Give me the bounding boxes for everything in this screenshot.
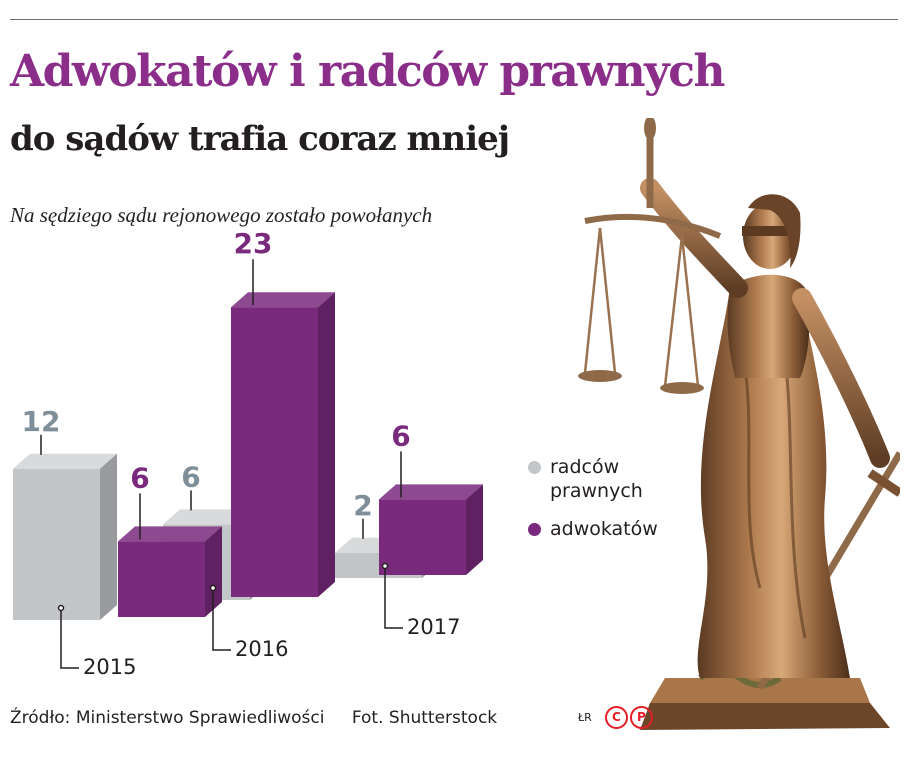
- year-leader-2017: [384, 568, 403, 629]
- legend-label-adwokaci: adwokatów: [550, 518, 658, 540]
- value-label-radcy-2015: 12: [22, 405, 61, 438]
- value-label-radcy-2017: 2: [353, 489, 372, 522]
- x-tick-label-2016: 2016: [235, 637, 288, 661]
- page-title: Adwokatów i radców prawnych: [10, 46, 726, 97]
- value-label-radcy-2016: 6: [181, 460, 200, 493]
- bar-top-adwokaci-2015: [118, 526, 222, 542]
- legend-item-adwokaci: adwokatów: [528, 517, 698, 541]
- chart-title: Na sędziego sądu rejonowego zostało powo…: [10, 203, 433, 227]
- bar-adwokaci-2015: [118, 541, 205, 617]
- legend-item-radcy: radców prawnych: [528, 455, 698, 503]
- legend-label-radcy: radców prawnych: [550, 456, 643, 502]
- photo-credit: Fot. Shutterstock: [351, 708, 498, 728]
- value-label-adwokaci-2017: 6: [391, 419, 410, 452]
- bar-top-adwokaci-2016: [231, 292, 335, 308]
- year-leader-2015: [60, 610, 79, 669]
- year-dot-2015: [57, 604, 65, 612]
- year-dot-2017: [381, 562, 389, 570]
- brand-c-logo: C: [604, 706, 628, 729]
- top-rule: [10, 19, 898, 20]
- footer: Źródło: Ministerstwo Sprawiedliwości Fot…: [10, 708, 497, 728]
- author-initials: ŁR: [578, 711, 592, 724]
- bar-top-adwokaci-2017: [379, 484, 483, 500]
- legend-swatch-radcy: [528, 461, 541, 474]
- bar-adwokaci-2017: [379, 499, 466, 575]
- bar-side-adwokaci-2017: [466, 484, 483, 575]
- value-label-adwokaci-2016: 23: [234, 230, 273, 260]
- year-dot-2016: [209, 584, 217, 592]
- brand-p-logo: P: [629, 706, 653, 729]
- bar-adwokaci-2016: [231, 307, 318, 597]
- year-leader-2016: [212, 590, 231, 651]
- bar-side-adwokaci-2015: [205, 526, 222, 617]
- x-tick-label-2015: 2015: [83, 655, 136, 679]
- x-tick-label-2017: 2017: [407, 615, 460, 639]
- bar-radcy-2015: [13, 468, 100, 620]
- legend-swatch-adwokaci: [528, 523, 541, 536]
- bar-top-radcy-2015: [13, 453, 117, 469]
- source-note: Źródło: Ministerstwo Sprawiedliwości: [10, 708, 325, 728]
- page-subtitle: do sądów trafia coraz mniej: [10, 119, 510, 159]
- value-label-adwokaci-2015: 6: [130, 461, 149, 494]
- bar-side-radcy-2015: [100, 453, 117, 620]
- bar-side-adwokaci-2016: [318, 292, 335, 597]
- legend: radców prawnych adwokatów: [528, 455, 698, 541]
- lady-justice-icon: [578, 118, 900, 730]
